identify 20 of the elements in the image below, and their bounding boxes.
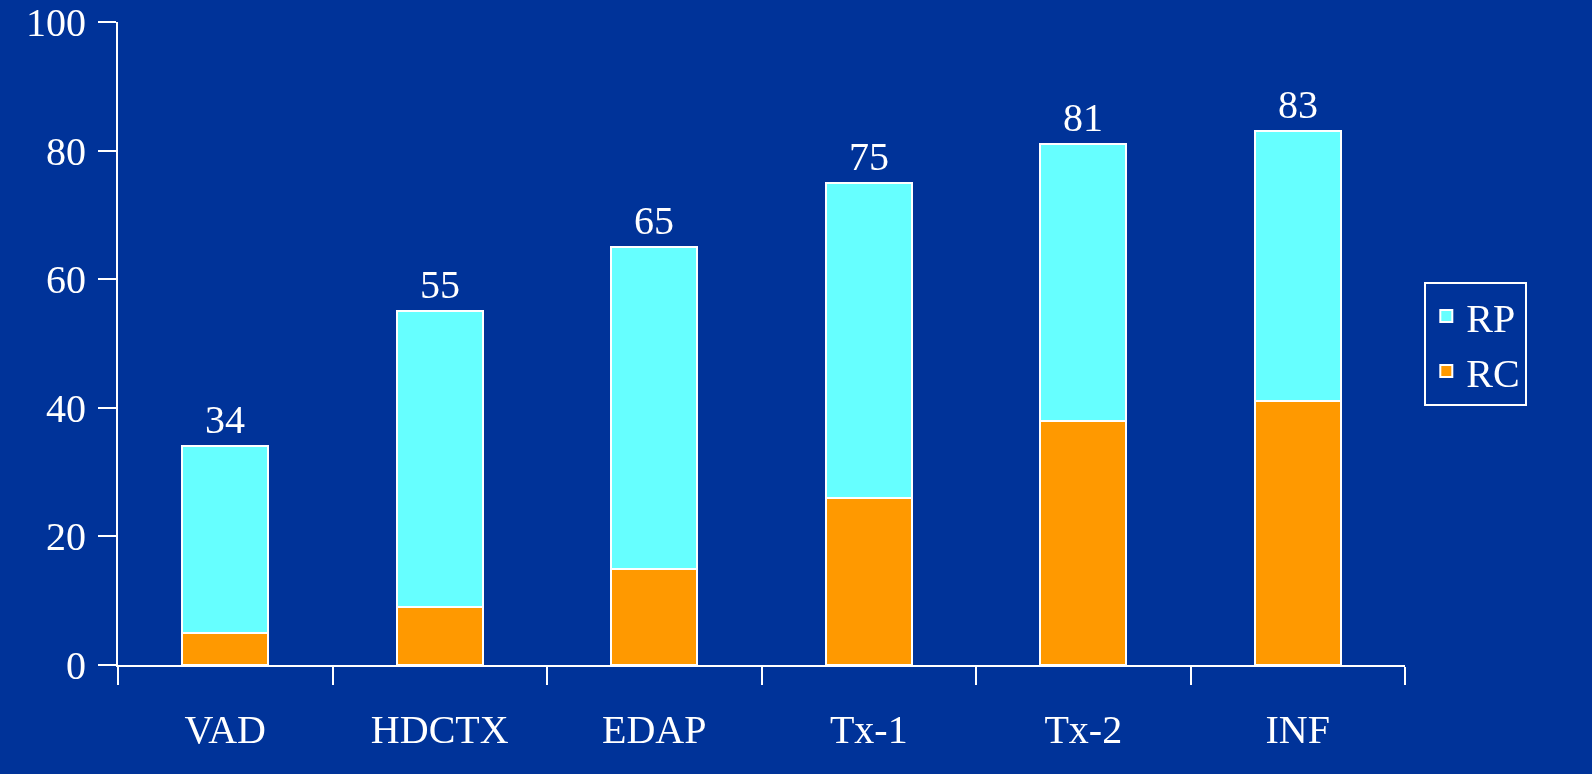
total-label: 75 <box>849 134 889 179</box>
total-label: 34 <box>205 397 245 442</box>
y-tick-label: 100 <box>26 0 86 45</box>
x-tick-label: Tx-2 <box>1044 707 1123 752</box>
y-tick-label: 20 <box>46 514 86 560</box>
x-tick-label: VAD <box>184 707 267 752</box>
total-label: 81 <box>1063 95 1103 140</box>
x-tick-label: Tx-1 <box>829 707 908 752</box>
total-label: 65 <box>634 198 674 243</box>
y-tick-label: 60 <box>46 257 86 303</box>
x-tick-label: EDAP <box>602 707 707 752</box>
legend-label: RP <box>1466 295 1516 341</box>
y-tick-label: 40 <box>46 385 86 431</box>
x-tick-label: HDCTX <box>370 707 509 752</box>
legend-label: RC <box>1466 350 1520 396</box>
total-label: 55 <box>420 262 460 307</box>
total-label: 83 <box>1278 82 1318 127</box>
y-tick-label: 0 <box>66 643 86 688</box>
x-tick-label: INF <box>1265 707 1330 752</box>
y-tick-label: 80 <box>46 128 86 174</box>
